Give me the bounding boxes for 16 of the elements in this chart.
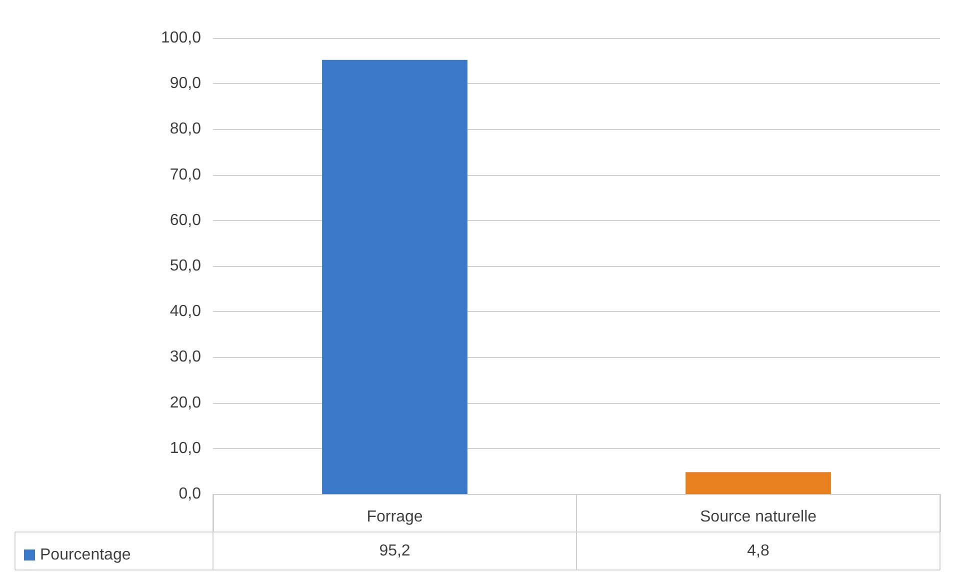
- y-tick-label: 80,0: [170, 120, 202, 138]
- data-label: 4,8: [747, 542, 770, 560]
- y-tick-label: 40,0: [170, 303, 202, 320]
- data-label: 95,2: [379, 542, 410, 560]
- y-tick-label: 60,0: [170, 212, 202, 229]
- y-tick-label: 90,0: [170, 75, 202, 92]
- y-tick-label: 0,0: [178, 486, 202, 502]
- y-tick-label: 10,0: [170, 440, 202, 457]
- y-tick-label: 50,0: [170, 258, 202, 274]
- x-tick-label: Forrage: [366, 508, 423, 526]
- y-tick-label: 70,0: [170, 166, 202, 184]
- x-tick-label: Source naturelle: [700, 508, 817, 526]
- y-tick-label: 100,0: [160, 30, 202, 46]
- legend-label: Pourcentage: [40, 546, 131, 564]
- y-tick-label: 20,0: [170, 394, 202, 412]
- y-tick-label: 30,0: [170, 348, 202, 366]
